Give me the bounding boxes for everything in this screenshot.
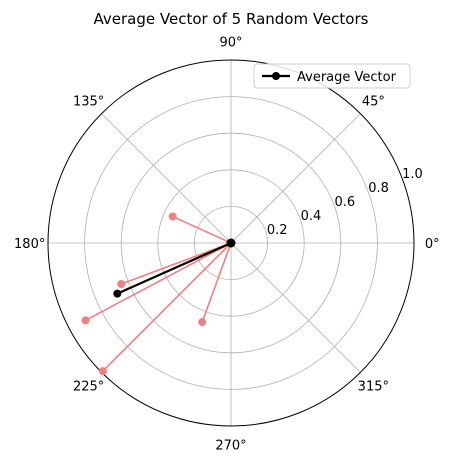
theta-tick-label: 270° xyxy=(215,438,246,453)
random-vector-line xyxy=(84,242,232,322)
radial-tick-label: 1.0 xyxy=(402,167,423,182)
radial-tick-label: 0.6 xyxy=(334,195,355,210)
legend-box xyxy=(253,63,411,89)
theta-tick-label: 180° xyxy=(14,237,45,252)
chart-title: Average Vector of 5 Random Vectors xyxy=(94,10,369,28)
random-vector-tip xyxy=(81,316,90,325)
angular-gridline xyxy=(230,113,361,244)
theta-tick-label: 90° xyxy=(219,36,242,51)
legend: Average Vector xyxy=(253,63,411,89)
random-vector-tip xyxy=(117,280,126,289)
polar-axis: 0° 45° 90° 135° 180° 225° 270° 315° 0.2 0.4 0.6 0.8… xyxy=(14,36,440,454)
random-vector-line xyxy=(120,242,232,285)
radial-tick-label: 0.8 xyxy=(368,181,389,196)
random-vector-tip xyxy=(168,212,177,221)
theta-tick-label: 45° xyxy=(362,95,385,110)
random-vector-line xyxy=(201,242,232,323)
origin-marker xyxy=(226,238,236,248)
random-vector-line xyxy=(102,242,232,372)
random-vector-line xyxy=(171,215,232,244)
average-vector-line xyxy=(116,241,233,295)
radial-tick-label: 0.4 xyxy=(301,209,322,224)
polar-frame xyxy=(47,59,415,427)
angular-gridline xyxy=(101,113,232,244)
angular-gridline xyxy=(230,242,361,373)
theta-tick-label: 315° xyxy=(358,379,389,394)
radial-tick-label: 0.2 xyxy=(267,223,288,238)
average-vector-tip xyxy=(113,289,122,298)
random-vector-tip xyxy=(98,367,107,376)
legend-marker xyxy=(272,72,280,80)
legend-label: Average Vector xyxy=(297,70,397,85)
theta-tick-label: 135° xyxy=(73,95,104,110)
theta-tick-label: 225° xyxy=(73,379,104,394)
random-vector-tip xyxy=(198,318,207,327)
data-layer xyxy=(81,212,236,376)
theta-tick-label: 0° xyxy=(425,237,440,252)
